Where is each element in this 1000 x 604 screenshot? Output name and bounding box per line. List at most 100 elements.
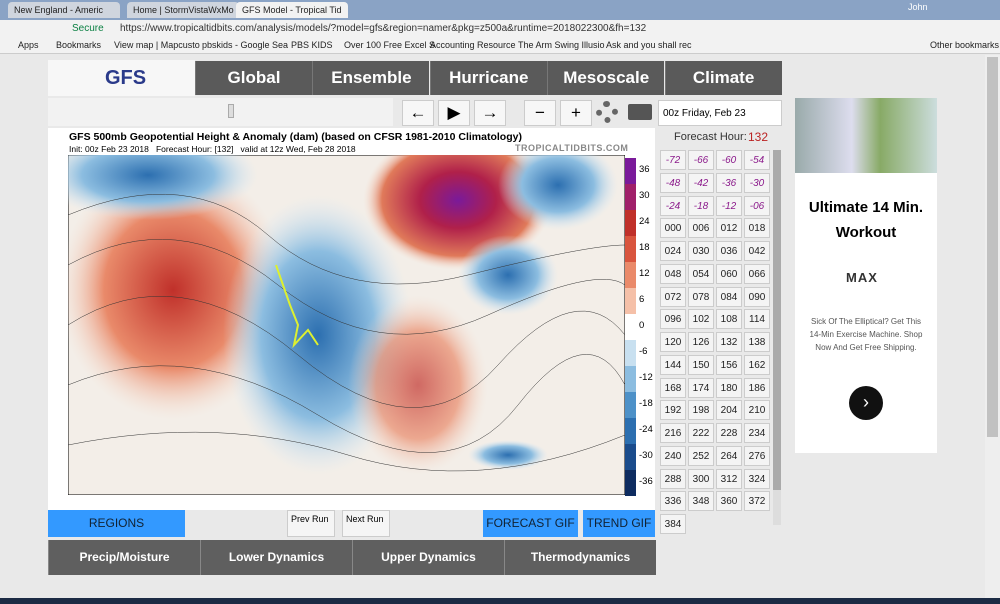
hour-button[interactable]: 096 <box>660 309 686 330</box>
trend-gif[interactable]: TREND GIF <box>583 510 655 537</box>
bottom-tab[interactable]: Lower Dynamics <box>200 540 352 575</box>
browser-tab[interactable]: GFS Model - Tropical Tid <box>236 2 348 18</box>
anomaly-button[interactable]: -60 <box>716 150 742 170</box>
url[interactable]: https://www.tropicaltidbits.com/analysis… <box>120 23 647 34</box>
hour-button[interactable]: 384 <box>660 514 686 534</box>
anomaly-button[interactable]: -54 <box>744 150 770 170</box>
hour-button[interactable]: 312 <box>716 468 742 489</box>
hour-button[interactable]: 144 <box>660 354 686 375</box>
hour-button[interactable]: 138 <box>744 332 770 352</box>
hour-button[interactable]: 048 <box>660 263 686 284</box>
hour-button[interactable]: 150 <box>688 354 714 375</box>
hour-button[interactable]: 036 <box>716 241 742 261</box>
hour-button[interactable]: 324 <box>744 468 770 489</box>
hour-button[interactable]: 216 <box>660 423 686 443</box>
hour-button[interactable]: 240 <box>660 445 686 466</box>
hour-button[interactable]: 000 <box>660 218 686 239</box>
bottom-tab[interactable]: Thermodynamics <box>504 540 656 575</box>
scroll-thumb[interactable] <box>773 150 781 490</box>
hour-button[interactable]: 156 <box>716 354 742 375</box>
anomaly-button[interactable]: -48 <box>660 172 686 193</box>
hour-button[interactable]: 180 <box>716 377 742 398</box>
anomaly-button[interactable]: -06 <box>744 195 770 216</box>
hour-button[interactable]: 198 <box>688 400 714 421</box>
nav-tab[interactable]: Hurricane <box>429 61 547 95</box>
anomaly-button[interactable]: -12 <box>716 195 742 216</box>
settings-icon[interactable] <box>596 101 618 123</box>
hour-button[interactable]: 234 <box>744 423 770 443</box>
anomaly-button[interactable]: -30 <box>744 172 770 193</box>
other-bookmarks[interactable]: Other bookmarks <box>930 40 1000 50</box>
control-button[interactable]: + <box>560 100 592 126</box>
bookmark[interactable]: Ask and you shall rec <box>606 40 692 50</box>
keyboard-icon[interactable] <box>628 104 652 120</box>
next-run[interactable]: Next Run <box>342 510 390 537</box>
ad-arrow[interactable]: › <box>849 386 883 420</box>
browser-tab[interactable]: New England - Americ <box>8 2 120 18</box>
hour-button[interactable]: 030 <box>688 241 714 261</box>
hour-button[interactable]: 348 <box>688 491 714 512</box>
slider-thumb[interactable] <box>228 104 234 118</box>
hour-button[interactable]: 078 <box>688 286 714 307</box>
control-button[interactable]: → <box>474 100 506 126</box>
hour-button[interactable]: 060 <box>716 263 742 284</box>
hour-button[interactable]: 222 <box>688 423 714 443</box>
hour-button[interactable]: 108 <box>716 309 742 330</box>
hour-button[interactable]: 054 <box>688 263 714 284</box>
anomaly-button[interactable]: -24 <box>660 195 686 216</box>
hour-button[interactable]: 114 <box>744 309 770 330</box>
hour-button[interactable]: 204 <box>716 400 742 421</box>
hour-button[interactable]: 276 <box>744 445 770 466</box>
hour-button[interactable]: 210 <box>744 400 770 421</box>
bookmark[interactable]: Bookmarks <box>56 40 102 50</box>
hour-button[interactable]: 042 <box>744 241 770 261</box>
hour-button[interactable]: 090 <box>744 286 770 307</box>
control-button[interactable]: − <box>524 100 556 126</box>
bottom-tab[interactable]: Precip/Moisture <box>48 540 200 575</box>
anomaly-button[interactable]: -72 <box>660 150 686 170</box>
hour-button[interactable]: 192 <box>660 400 686 421</box>
hour-button[interactable]: 228 <box>716 423 742 443</box>
regions-button[interactable]: REGIONS <box>48 510 185 537</box>
hour-button[interactable]: 066 <box>744 263 770 284</box>
bookmark[interactable]: Accounting Resource <box>430 40 516 50</box>
hour-button[interactable]: 084 <box>716 286 742 307</box>
nav-tab[interactable]: Ensemble <box>312 61 430 95</box>
hour-button[interactable]: 252 <box>688 445 714 466</box>
page-scroll-thumb[interactable] <box>987 57 998 437</box>
nav-tab[interactable]: Climate <box>664 61 782 95</box>
bottom-tab[interactable]: Upper Dynamics <box>352 540 504 575</box>
hour-button[interactable]: 288 <box>660 468 686 489</box>
hour-button[interactable]: 018 <box>744 218 770 239</box>
browser-tab[interactable]: Home | StormVistaWxMo <box>127 2 239 18</box>
hour-button[interactable]: 012 <box>716 218 742 239</box>
control-button[interactable]: ← <box>402 100 434 126</box>
hour-button[interactable]: 336 <box>660 491 686 512</box>
anomaly-button[interactable]: -42 <box>688 172 714 193</box>
control-button[interactable]: ▶ <box>438 100 470 126</box>
hour-button[interactable]: 174 <box>688 377 714 398</box>
nav-tab[interactable]: Mesoscale <box>547 61 665 95</box>
bookmark[interactable]: pbskids - Google Sea <box>202 40 289 50</box>
hour-button[interactable]: 072 <box>660 286 686 307</box>
anomaly-button[interactable]: -36 <box>716 172 742 193</box>
hour-button[interactable]: 102 <box>688 309 714 330</box>
bookmark[interactable]: View map | Mapcusto <box>114 40 200 50</box>
hour-button[interactable]: 126 <box>688 332 714 352</box>
bookmark[interactable]: Apps <box>18 40 39 50</box>
hour-button[interactable]: 360 <box>716 491 742 512</box>
run-select[interactable]: 00z Friday, Feb 23 <box>658 100 782 126</box>
hour-button[interactable]: 024 <box>660 241 686 261</box>
bookmark[interactable]: PBS KIDS <box>291 40 333 50</box>
hour-button[interactable]: 132 <box>716 332 742 352</box>
bookmark[interactable]: The Arm Swing Illusio <box>518 40 605 50</box>
hour-button[interactable]: 120 <box>660 332 686 352</box>
hour-button[interactable]: 162 <box>744 354 770 375</box>
prev-run[interactable]: Prev Run <box>287 510 335 537</box>
forecast-gif[interactable]: FORECAST GIF <box>483 510 578 537</box>
anomaly-button[interactable]: -66 <box>688 150 714 170</box>
hour-button[interactable]: 186 <box>744 377 770 398</box>
hour-button[interactable]: 006 <box>688 218 714 239</box>
anomaly-button[interactable]: -18 <box>688 195 714 216</box>
nav-tab[interactable]: Global <box>195 61 312 95</box>
